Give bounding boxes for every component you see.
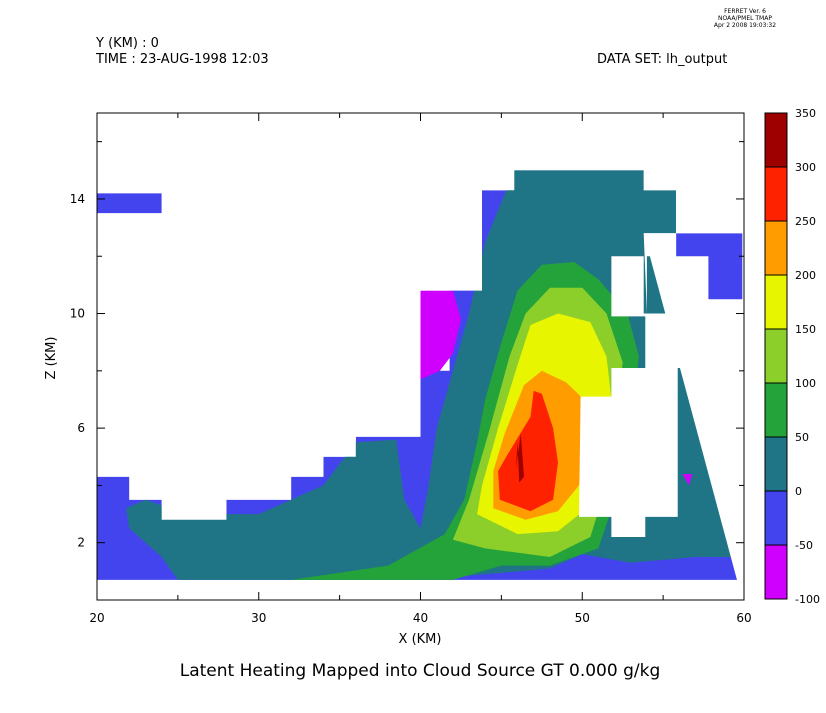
mask-top-left [97,113,744,520]
ferret-version: FERRET Ver. 6 [724,8,766,15]
x-tick-label: 50 [575,611,590,625]
colorbar-swatch [764,544,788,600]
colorbar: -100 -50 0 50 100 150 200 250 300 350 [764,107,820,606]
colorbar-tick-label: 200 [795,269,816,282]
contour-plot-area [97,113,744,600]
colorbar-tick-label: -50 [795,539,813,552]
contour-region-negative-magenta [420,290,461,380]
colorbar-swatch [764,382,788,438]
colorbar-tick-label: 250 [795,215,816,228]
x-tick-label: 20 [89,611,104,625]
colorbar-tick-label: 100 [795,377,816,390]
colorbar-tick-label: 350 [795,107,816,120]
colorbar-swatch [764,112,788,168]
chart-title: Latent Heating Mapped into Cloud Source … [180,661,661,681]
colorbar-swatch [764,166,788,222]
x-tick-label: 60 [736,611,751,625]
ferret-date: Apr 2 2008 19:03:32 [713,22,777,29]
ferret-org: NOAA/PMEL TMAP [718,15,772,22]
colorbar-tick-label: 0 [795,485,802,498]
contour-region-red-core [498,390,558,512]
y-tick-label: 6 [77,421,85,435]
y-tick-label: 10 [70,307,85,321]
mask-right-block [579,256,709,537]
colorbar-swatch [764,220,788,276]
dataset-label: DATA SET: lh_output [597,52,728,67]
x-axis-label: X (KM) [399,632,442,647]
colorbar-swatch [764,490,788,546]
y-slice-label: Y (KM) : 0 [96,36,159,51]
x-tick-label: 40 [413,611,428,625]
colorbar-swatch [764,436,788,492]
ferret-version-tag: FERRET Ver. 6 NOAA/PMEL TMAP Apr 2 2008 … [700,8,790,29]
axes: 20 30 40 50 60 2 6 10 14 [70,112,752,625]
contour-region-magenta-speck [682,474,693,486]
contour-region-top-left-patch [97,193,162,214]
time-label: TIME : 23-AUG-1998 12:03 [96,52,269,67]
contour-region-darkred-core [515,433,524,483]
y-axis-label: Z (KM) [44,337,59,380]
colorbar-tick-label: 50 [795,431,809,444]
colorbar-swatch [764,274,788,330]
colorbar-tick-label: 150 [795,323,816,336]
colorbar-tick-label: 300 [795,161,816,174]
colorbar-tick-label: -100 [795,593,820,606]
colorbar-swatch [764,328,788,384]
y-tick-label: 2 [77,536,85,550]
y-tick-label: 14 [70,192,85,206]
x-tick-label: 30 [251,611,266,625]
